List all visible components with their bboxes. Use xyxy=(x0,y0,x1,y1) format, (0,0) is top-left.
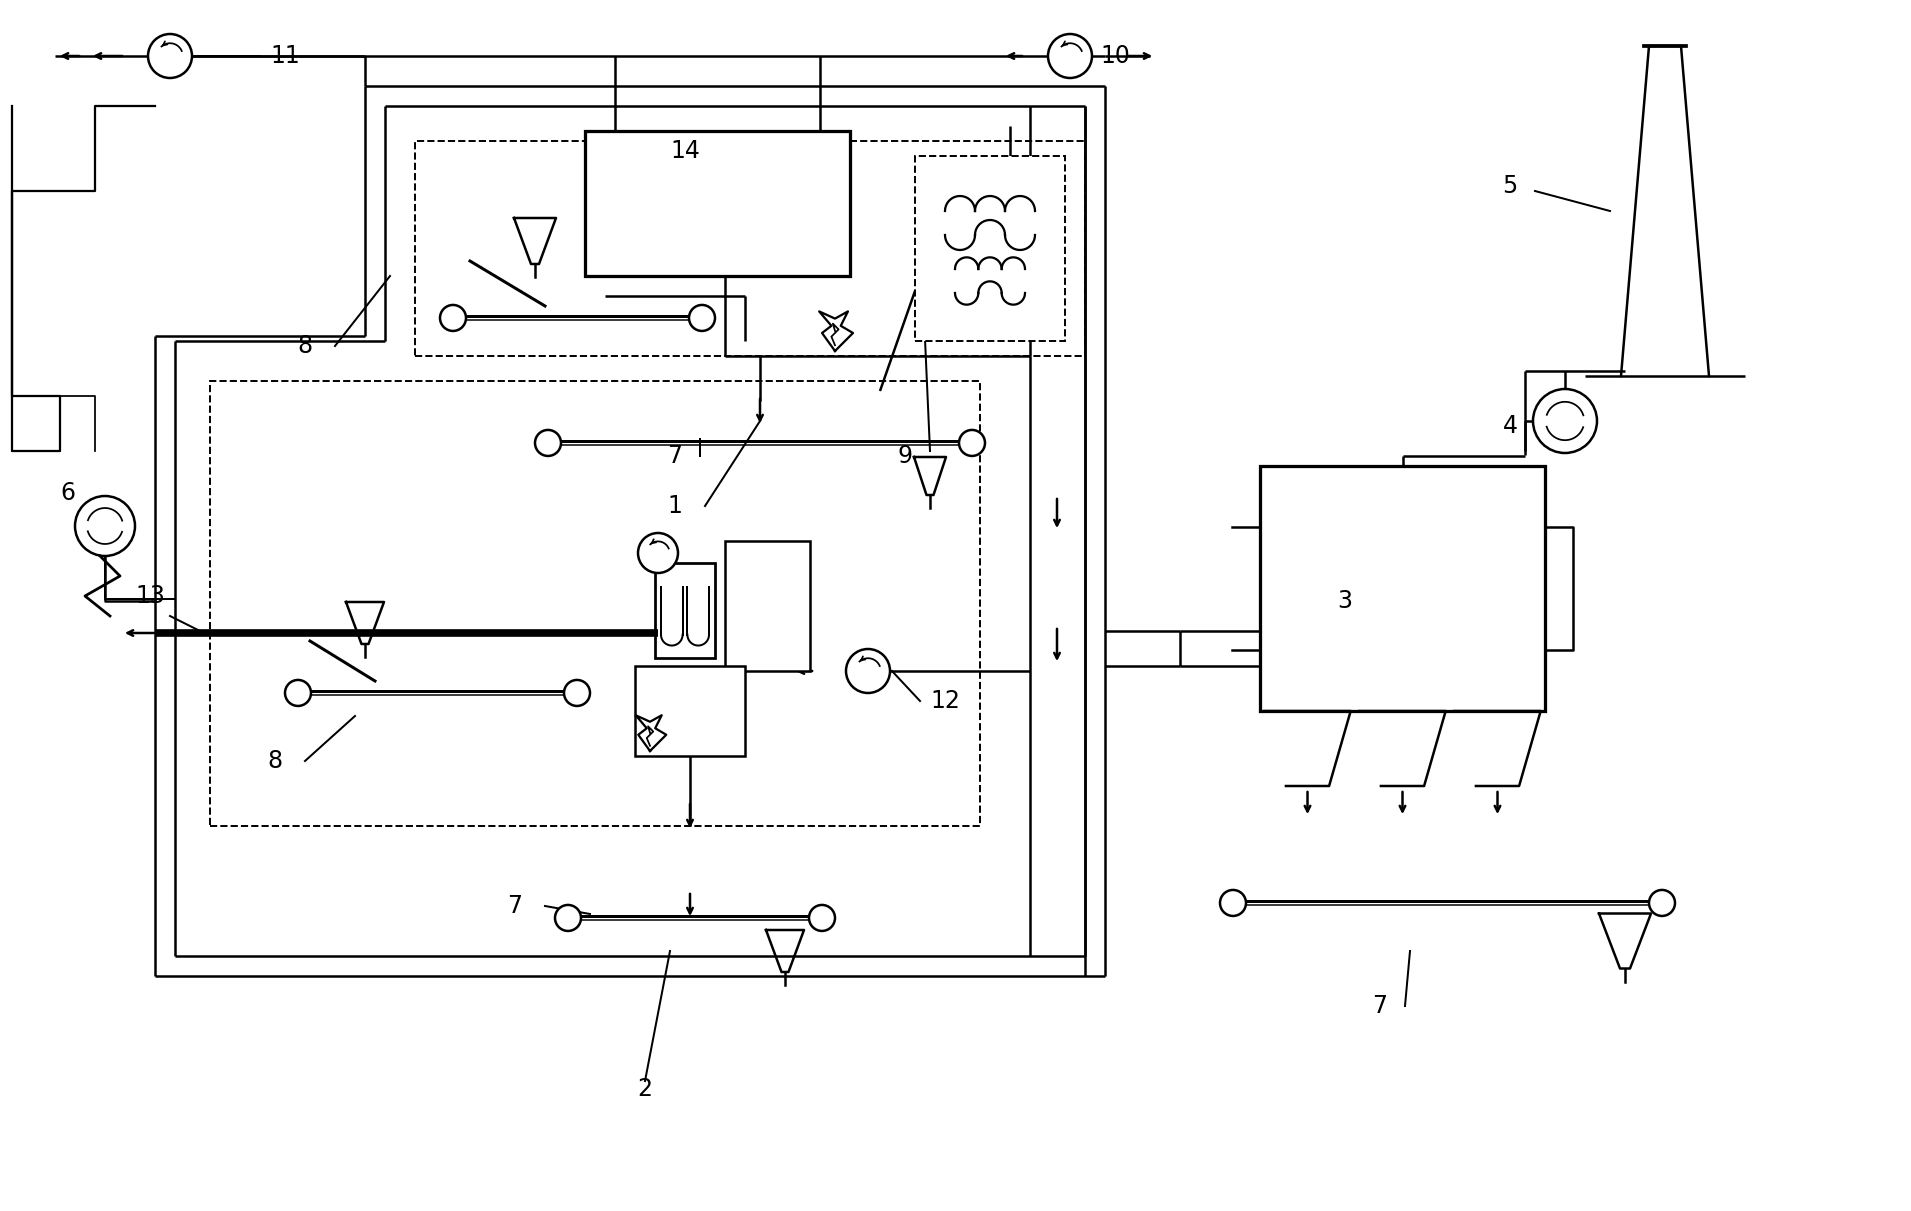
Circle shape xyxy=(1219,890,1246,916)
Circle shape xyxy=(554,905,581,931)
Text: 7: 7 xyxy=(667,444,682,467)
Text: 13: 13 xyxy=(136,584,164,608)
Circle shape xyxy=(808,905,835,931)
Bar xyxy=(585,131,850,276)
Circle shape xyxy=(564,679,590,706)
Circle shape xyxy=(75,497,136,556)
Text: 9: 9 xyxy=(898,444,912,467)
Text: 3: 3 xyxy=(1338,589,1353,613)
Text: 7: 7 xyxy=(1372,994,1387,1018)
Text: 11: 11 xyxy=(269,44,300,68)
Circle shape xyxy=(847,649,891,693)
Circle shape xyxy=(147,34,191,78)
Circle shape xyxy=(638,533,678,573)
Text: 14: 14 xyxy=(671,139,699,163)
Bar xyxy=(634,666,745,756)
Text: 8: 8 xyxy=(268,748,283,773)
Circle shape xyxy=(1533,389,1598,453)
Text: 12: 12 xyxy=(931,689,959,713)
Bar xyxy=(1259,466,1544,711)
Text: 5: 5 xyxy=(1502,174,1517,199)
Text: 6: 6 xyxy=(61,481,76,505)
Text: 7: 7 xyxy=(508,894,522,918)
Bar xyxy=(915,156,1064,342)
Circle shape xyxy=(535,430,562,457)
Text: 8: 8 xyxy=(298,334,313,358)
Bar xyxy=(724,541,810,671)
Text: 2: 2 xyxy=(638,1077,652,1101)
Text: 10: 10 xyxy=(1101,44,1129,68)
Bar xyxy=(655,563,715,659)
Circle shape xyxy=(959,430,984,457)
Bar xyxy=(415,140,1085,356)
Text: 1: 1 xyxy=(667,494,682,518)
Circle shape xyxy=(1649,890,1676,916)
Circle shape xyxy=(440,305,466,331)
Text: 4: 4 xyxy=(1502,414,1517,438)
Circle shape xyxy=(285,679,311,706)
Circle shape xyxy=(690,305,715,331)
Bar xyxy=(210,381,980,826)
Circle shape xyxy=(1047,34,1091,78)
